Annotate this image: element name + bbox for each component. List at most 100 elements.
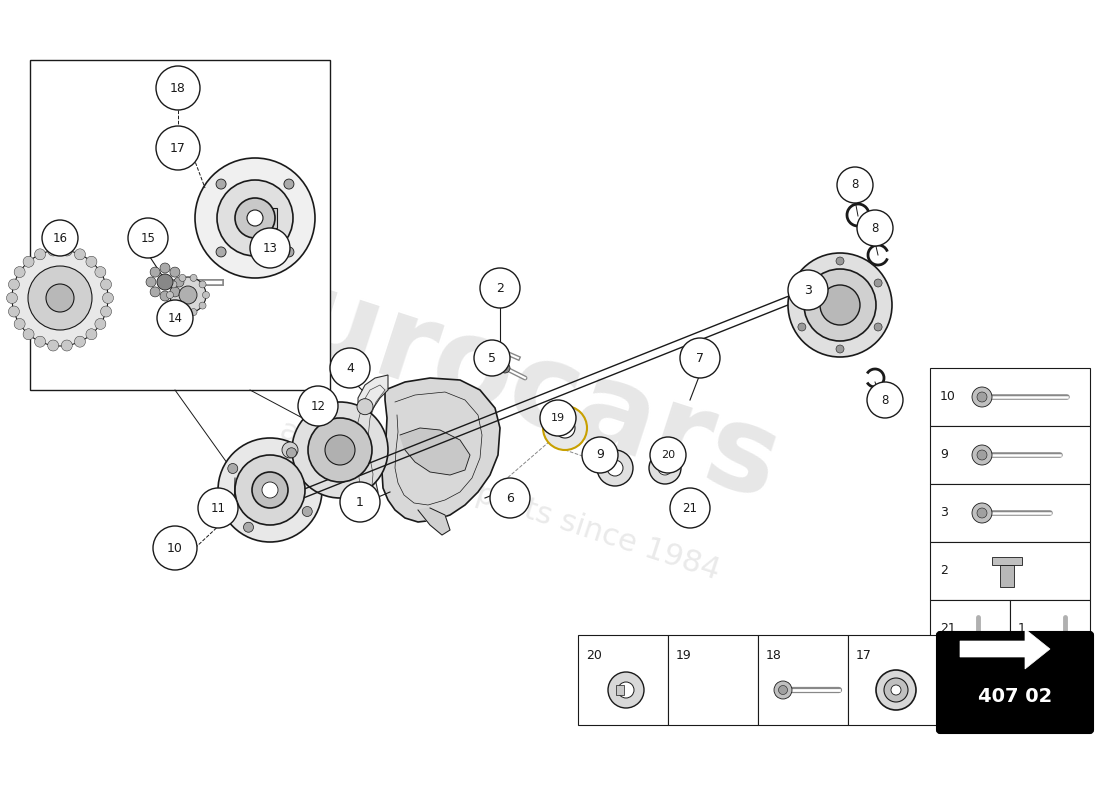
Circle shape: [179, 274, 186, 282]
Circle shape: [670, 488, 710, 528]
Circle shape: [798, 279, 806, 287]
Circle shape: [75, 336, 86, 347]
Text: 10: 10: [167, 542, 183, 554]
Circle shape: [179, 286, 197, 304]
Circle shape: [7, 293, 18, 303]
Circle shape: [198, 488, 238, 528]
Circle shape: [284, 247, 294, 257]
Text: 6: 6: [506, 491, 514, 505]
Circle shape: [156, 126, 200, 170]
Circle shape: [556, 418, 575, 438]
Text: 18: 18: [766, 649, 782, 662]
Circle shape: [228, 463, 238, 474]
Circle shape: [199, 281, 206, 288]
Text: 8: 8: [851, 178, 859, 191]
Bar: [930, 426, 1090, 484]
Circle shape: [358, 398, 373, 414]
Circle shape: [658, 461, 672, 475]
Circle shape: [282, 442, 298, 458]
Circle shape: [174, 277, 184, 287]
Circle shape: [179, 309, 186, 316]
Circle shape: [199, 302, 206, 309]
Text: 1: 1: [356, 495, 364, 509]
Circle shape: [14, 266, 25, 278]
Text: a passion for parts since 1984: a passion for parts since 1984: [276, 415, 724, 585]
Text: 5: 5: [488, 351, 496, 365]
Circle shape: [166, 291, 174, 298]
Bar: [758, 635, 848, 725]
Circle shape: [169, 267, 180, 277]
Circle shape: [977, 508, 987, 518]
Bar: [1010, 600, 1090, 658]
Text: 7: 7: [696, 351, 704, 365]
Circle shape: [650, 437, 686, 473]
Bar: [930, 484, 1090, 542]
Circle shape: [480, 268, 520, 308]
Circle shape: [874, 279, 882, 287]
Circle shape: [250, 228, 290, 268]
Text: 21: 21: [682, 502, 697, 514]
Circle shape: [330, 348, 370, 388]
Circle shape: [340, 482, 379, 522]
FancyBboxPatch shape: [937, 632, 1093, 733]
Circle shape: [100, 306, 111, 317]
Circle shape: [836, 345, 844, 353]
Circle shape: [62, 245, 73, 256]
Circle shape: [75, 249, 86, 260]
Circle shape: [474, 340, 510, 376]
Circle shape: [9, 306, 20, 317]
Text: 2: 2: [940, 565, 948, 578]
Text: 17: 17: [170, 142, 186, 154]
Polygon shape: [352, 375, 388, 505]
Text: 2: 2: [496, 282, 504, 294]
Circle shape: [779, 686, 788, 694]
Bar: [616, 685, 624, 695]
Circle shape: [788, 253, 892, 357]
Bar: [30, 60, 330, 390]
Circle shape: [972, 503, 992, 523]
Circle shape: [169, 287, 180, 297]
Bar: [992, 557, 1022, 565]
Circle shape: [9, 279, 20, 290]
Circle shape: [836, 257, 844, 265]
Circle shape: [252, 472, 288, 508]
Polygon shape: [382, 378, 500, 522]
Circle shape: [34, 249, 45, 260]
Circle shape: [160, 291, 170, 301]
Circle shape: [977, 450, 987, 460]
Circle shape: [804, 269, 876, 341]
Circle shape: [100, 279, 111, 290]
Circle shape: [150, 267, 161, 277]
Text: 20: 20: [661, 450, 675, 460]
Text: 16: 16: [53, 231, 67, 245]
Circle shape: [876, 670, 916, 710]
Circle shape: [86, 329, 97, 340]
Polygon shape: [960, 629, 1050, 669]
Circle shape: [543, 406, 587, 450]
Circle shape: [169, 281, 177, 288]
Polygon shape: [418, 508, 450, 535]
Circle shape: [1057, 636, 1072, 652]
Circle shape: [874, 323, 882, 331]
Circle shape: [500, 363, 510, 373]
Text: 9: 9: [940, 449, 948, 462]
Circle shape: [195, 158, 315, 278]
Circle shape: [1062, 640, 1069, 648]
Text: 8: 8: [871, 222, 879, 234]
Circle shape: [867, 382, 903, 418]
Circle shape: [286, 448, 297, 458]
Circle shape: [358, 486, 373, 502]
Circle shape: [884, 678, 908, 702]
Circle shape: [23, 256, 34, 267]
Circle shape: [170, 277, 206, 313]
Text: eurocars: eurocars: [206, 235, 794, 525]
Circle shape: [46, 284, 74, 312]
Polygon shape: [400, 428, 470, 475]
Circle shape: [62, 340, 73, 351]
Circle shape: [42, 220, 78, 256]
Circle shape: [202, 291, 209, 298]
Circle shape: [308, 418, 372, 482]
Text: 17: 17: [856, 649, 872, 662]
Text: 20: 20: [586, 649, 602, 662]
Circle shape: [597, 450, 632, 486]
